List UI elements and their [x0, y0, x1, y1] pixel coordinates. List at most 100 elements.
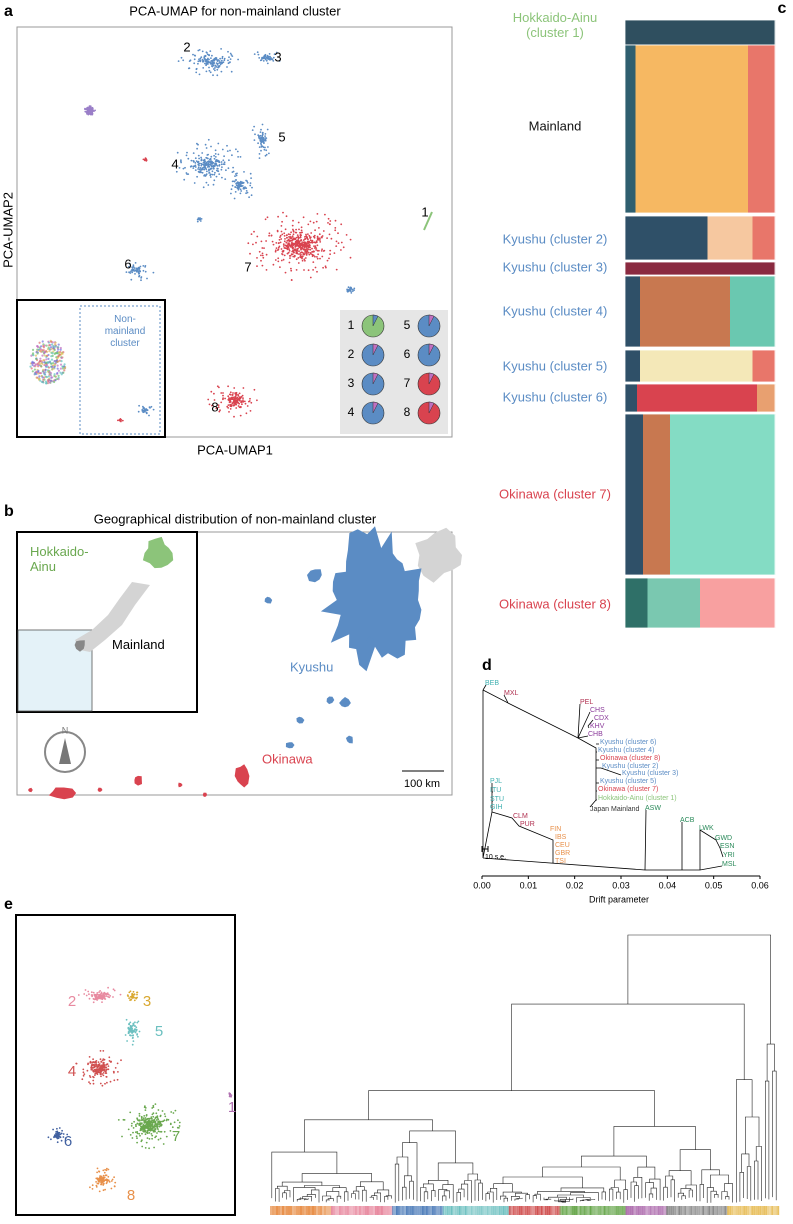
point: [158, 1121, 161, 1124]
point: [228, 397, 230, 399]
point: [48, 344, 51, 347]
point: [136, 1141, 139, 1144]
point: [209, 176, 212, 178]
point: [220, 401, 223, 404]
point-cloud: [175, 138, 242, 189]
point: [196, 175, 199, 178]
cluster-strip: [743, 1206, 746, 1215]
point: [104, 1070, 107, 1073]
point: [216, 64, 219, 66]
point: [131, 1122, 133, 1125]
point: [288, 240, 291, 243]
point: [261, 264, 264, 267]
point: [90, 1065, 93, 1068]
cluster-strip: [538, 1206, 541, 1215]
point: [41, 348, 44, 352]
point: [159, 1124, 162, 1127]
point: [34, 363, 38, 366]
point: [174, 1109, 177, 1112]
point: [138, 274, 141, 277]
cluster-strip: [556, 1206, 559, 1215]
point: [134, 1021, 136, 1024]
pie-slice: [372, 401, 379, 414]
point: [229, 408, 232, 410]
point: [176, 151, 179, 154]
cluster-strip: [280, 1206, 282, 1215]
point-cloud: [224, 171, 253, 200]
point: [132, 1040, 135, 1042]
point: [203, 159, 206, 162]
point: [94, 1061, 96, 1064]
point: [321, 255, 324, 258]
point: [157, 1130, 160, 1133]
point: [36, 362, 39, 365]
cluster-strip: [401, 1206, 404, 1215]
cluster-strip: [510, 1206, 513, 1215]
point: [234, 191, 237, 193]
point: [256, 235, 259, 238]
point: [146, 1130, 149, 1133]
point: [57, 1131, 59, 1134]
cluster-strip: [376, 1206, 379, 1215]
point: [266, 216, 269, 219]
cluster-strip: [480, 1206, 483, 1215]
point: [198, 58, 200, 61]
cluster-strip: [609, 1206, 612, 1215]
point: [193, 182, 196, 184]
point: [151, 1134, 154, 1137]
tree-leaf-label: IBS: [555, 834, 567, 841]
point: [162, 1143, 165, 1145]
point: [229, 58, 232, 60]
cluster-strip: [272, 1206, 274, 1215]
point: [131, 1032, 133, 1034]
point: [313, 245, 315, 248]
point: [309, 276, 312, 279]
point: [208, 403, 211, 406]
point: [213, 157, 216, 160]
point: [50, 343, 54, 346]
cluster-strip: [496, 1206, 499, 1215]
point: [59, 1133, 62, 1136]
cluster-strip: [368, 1206, 371, 1215]
point: [195, 160, 198, 163]
point: [102, 1072, 105, 1074]
point: [99, 1175, 101, 1177]
tree-leaf-label: PEL: [580, 699, 593, 706]
tree-leaf-label: PJL: [490, 778, 502, 785]
cluster-strip: [554, 1206, 557, 1215]
point: [88, 1081, 90, 1083]
point: [265, 240, 267, 242]
point: [130, 1030, 133, 1033]
point: [60, 351, 63, 355]
point: [302, 216, 305, 219]
cluster-strip: [710, 1206, 713, 1215]
point: [325, 266, 327, 269]
point: [39, 347, 42, 351]
group-label: Okinawa (cluster 8): [499, 596, 611, 611]
point: [221, 57, 224, 60]
land: [75, 582, 150, 652]
point: [303, 269, 305, 271]
point: [256, 257, 258, 259]
point: [296, 249, 299, 252]
point: [238, 182, 240, 185]
land: [74, 640, 85, 652]
point: [311, 241, 314, 244]
point: [148, 1138, 151, 1140]
point: [209, 71, 212, 74]
point: [302, 248, 305, 251]
point: [103, 1176, 106, 1179]
point: [265, 149, 268, 152]
point: [318, 249, 320, 252]
cluster-strip: [419, 1206, 422, 1215]
cluster-strip: [567, 1206, 570, 1215]
point: [137, 1035, 139, 1038]
point: [227, 407, 230, 409]
point: [166, 1118, 168, 1121]
point: [212, 59, 215, 61]
structure-block: [643, 414, 671, 575]
point: [130, 270, 132, 273]
point: [230, 397, 233, 399]
point: [138, 1132, 141, 1135]
point: [102, 1050, 105, 1052]
